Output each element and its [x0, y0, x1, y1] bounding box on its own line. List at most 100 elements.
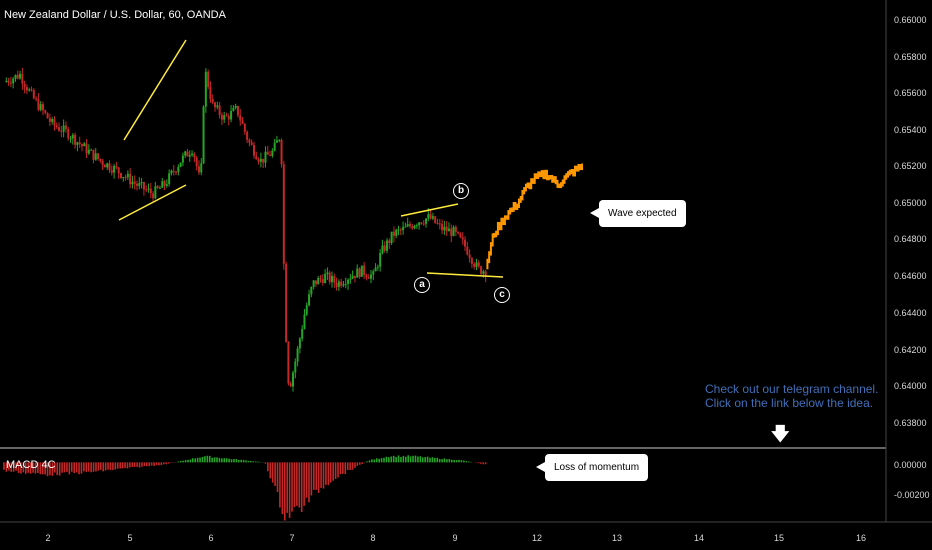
- candle-body: [179, 162, 182, 167]
- candle-body: [129, 173, 132, 185]
- candle-body: [39, 104, 42, 110]
- wave-upper-trendline[interactable]: [400, 203, 459, 217]
- candle-body: [269, 154, 272, 156]
- y-tick: 0.65600: [894, 88, 927, 98]
- candle-body: [257, 159, 260, 162]
- candle-body: [259, 158, 262, 162]
- candle-body: [101, 160, 104, 166]
- candle-body: [358, 268, 361, 277]
- candle-body: [438, 223, 441, 225]
- candle-body: [225, 115, 228, 117]
- candle-body: [78, 142, 81, 145]
- telegram-note[interactable]: Check out our telegram channel. Click on…: [705, 382, 878, 410]
- candle-body: [204, 71, 207, 107]
- candle-body: [28, 89, 31, 91]
- candle-body: [186, 151, 189, 157]
- candle-body: [296, 348, 299, 362]
- candle-body: [278, 139, 281, 141]
- loss-of-momentum-callout: Loss of momentum: [535, 454, 649, 481]
- candle-body: [64, 125, 67, 130]
- candle-body: [136, 183, 139, 186]
- candle-body: [60, 130, 63, 132]
- candle-body: [475, 262, 478, 267]
- chart-title: New Zealand Dollar / U.S. Dollar, 60, OA…: [4, 9, 226, 21]
- candle-body: [7, 80, 10, 83]
- candle-body: [436, 223, 439, 225]
- triangle-lower-trendline[interactable]: [118, 184, 187, 221]
- candle-body: [321, 279, 324, 283]
- candle-body: [482, 271, 485, 274]
- candle-body: [312, 280, 315, 287]
- candle-body: [399, 229, 402, 231]
- candle-body: [459, 233, 462, 238]
- candle-body: [317, 277, 320, 285]
- candle-body: [340, 281, 343, 286]
- candle-body: [172, 170, 175, 172]
- macd-y-tick: -0.00200: [894, 490, 930, 500]
- y-tick: 0.64400: [894, 308, 927, 318]
- candle-body: [99, 158, 102, 161]
- candle-body: [367, 277, 370, 279]
- candle-body: [360, 265, 363, 277]
- candle-body: [58, 127, 61, 131]
- x-tick: 2: [45, 533, 51, 543]
- candle-body: [406, 224, 409, 227]
- candle-body: [191, 153, 194, 156]
- candle-body: [392, 231, 395, 236]
- y-tick: 0.64000: [894, 381, 927, 391]
- candle-body: [184, 151, 187, 156]
- candle-body: [349, 278, 352, 280]
- candle-body: [197, 166, 200, 173]
- x-tick: 9: [452, 533, 458, 543]
- candle-body: [408, 224, 411, 227]
- x-tick: 6: [208, 533, 214, 543]
- candle-body: [158, 187, 161, 189]
- candle-body: [53, 119, 56, 126]
- candle-body: [138, 183, 141, 186]
- candle-body: [230, 110, 233, 120]
- telegram-note-line1: Check out our telegram channel.: [705, 382, 879, 396]
- candle-body: [326, 272, 329, 275]
- candle-body: [239, 115, 242, 121]
- candle-body: [62, 125, 65, 132]
- wave-expected-callout: Wave expected: [590, 200, 686, 227]
- candles-layer: [5, 67, 487, 392]
- candle-body: [262, 158, 265, 163]
- candle-body: [468, 254, 471, 259]
- candle-body: [287, 342, 290, 384]
- candle-body: [193, 153, 196, 158]
- x-tick: 12: [531, 533, 542, 543]
- candle-body: [214, 102, 217, 108]
- wave-label-c: c: [494, 287, 510, 303]
- candle-body: [142, 182, 145, 190]
- candle-body: [477, 262, 480, 267]
- x-tick: 5: [127, 533, 133, 543]
- candle-body: [480, 266, 483, 274]
- candle-body: [55, 125, 58, 128]
- candle-body: [464, 239, 467, 247]
- candle-body: [383, 245, 386, 251]
- candle-body: [379, 252, 382, 267]
- candle-body: [425, 218, 428, 224]
- candle-body: [71, 134, 74, 139]
- candle-body: [12, 78, 15, 84]
- candle-body: [418, 222, 421, 226]
- candle-body: [282, 164, 285, 264]
- candle-body: [168, 173, 171, 185]
- candle-body: [46, 112, 49, 119]
- down-arrow-icon: 🡇: [771, 424, 790, 444]
- candle-body: [273, 142, 276, 151]
- candle-body: [289, 383, 292, 387]
- candle-body: [202, 106, 205, 164]
- macd-label: MACD 4C: [6, 459, 56, 471]
- candle-body: [154, 186, 157, 199]
- candle-body: [177, 166, 180, 173]
- triangle-upper-trendline[interactable]: [123, 39, 187, 141]
- candle-body: [351, 275, 354, 279]
- candle-body: [223, 115, 226, 120]
- candle-body: [94, 153, 97, 160]
- candle-body: [390, 231, 393, 243]
- wave-lower-trendline[interactable]: [426, 272, 504, 278]
- candle-body: [253, 144, 256, 156]
- candle-body: [14, 74, 17, 79]
